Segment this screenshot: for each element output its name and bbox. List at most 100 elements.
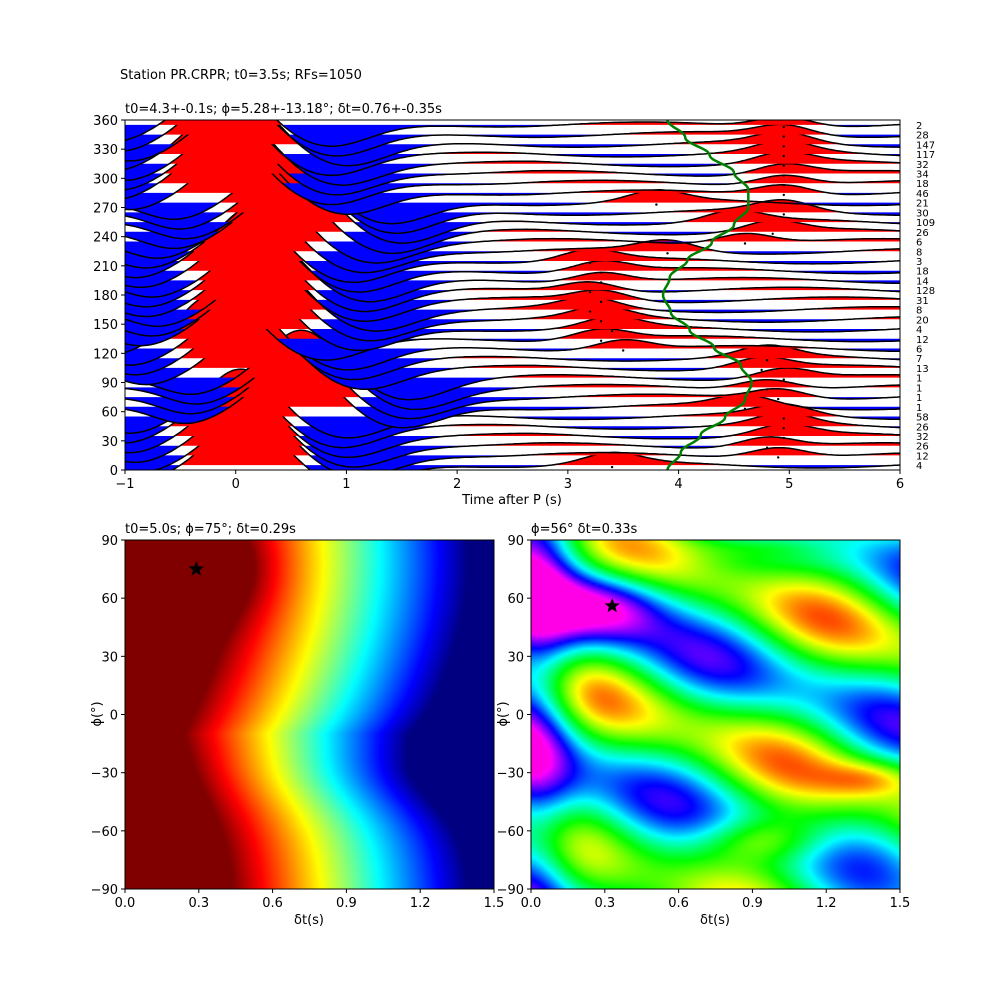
heatmap-x-tick-label: 0.9 [336,896,357,911]
gather-y-tick-label: 60 [101,406,118,421]
heatmap-x-tick-label: 0.0 [115,896,136,911]
heatmap-y-tick-label: 90 [507,534,524,549]
gather-x-tick-label: 0 [232,477,240,492]
gather-title: t0=4.3+-0.1s; ϕ=5.28+-13.18°; δt=0.76+-0… [125,102,442,117]
trace-fill-positive [125,291,900,339]
secondary-peak-marker [782,174,785,177]
heatmap-y-tick-label: −90 [497,883,524,898]
bin-count-label: 26 [916,422,929,433]
bin-count-label: 4 [916,461,922,472]
gather-y-tick-label: 30 [101,435,118,450]
gather-x-tick-label: 5 [785,477,793,492]
secondary-peak-marker [782,125,785,129]
trace-fill-positive [125,388,900,436]
secondary-peak-marker [588,310,592,313]
secondary-peak-marker [588,290,592,294]
secondary-peak-marker [610,329,614,333]
gather-x-tick-label: 6 [896,477,904,492]
heatmap-y-tick-label: −30 [91,767,118,782]
best-fit-star [604,597,620,613]
transverse-grid-xlabel: δt(s) [700,913,730,928]
trace-fill-positive [125,135,900,184]
gather-axes: 4122632265811111376124208311281418386261… [93,114,935,492]
energy-grid-axes: 0.0 0.3 0.6 0.9 1.2 1.5 90 60 30 0 −30 −60 −90 [91,534,505,911]
heatmap-y-tick-label: −60 [91,825,118,840]
gather-y-tick-label: 300 [93,172,118,187]
secondary-peak-marker [765,359,769,362]
secondary-peak-marker [599,300,603,304]
secondary-peak-marker [782,154,785,158]
bin-count-label: 2 [916,121,922,132]
trace-fill-negative [125,338,900,361]
bin-count-label: 13 [916,364,929,375]
secondary-peak-marker [782,417,785,420]
bin-count-label: 18 [916,267,929,278]
energy-grid-heatmap [125,540,494,889]
trace-fill-negative [125,260,900,283]
heatmap-y-tick-label: −60 [497,825,524,840]
secondary-peak-marker [599,339,603,342]
bin-count-label: 28 [916,131,929,142]
bin-count-label: 8 [916,247,922,258]
bin-count-label: 1 [916,374,922,385]
gather-plot [125,120,900,470]
gather-x-tick-label: −1 [115,477,134,492]
bin-count-label: 34 [916,170,929,181]
secondary-peak-marker [666,252,669,255]
trace-fill-negative [125,154,900,176]
trace-line [125,339,900,411]
bin-count-label: 1 [916,383,922,394]
gather-y-tick-label: 90 [101,377,118,392]
trace-fill-negative [125,212,900,234]
heatmap-x-tick-label: 1.2 [410,896,431,911]
heatmap-y-tick-label: −90 [91,883,118,898]
transverse-grid-axes: 0.0 0.3 0.6 0.9 1.2 1.5 90 60 30 0 −30 −60 −90 [497,534,911,911]
gather-y-tick-label: 360 [93,114,118,129]
transverse-grid-title: ϕ=56° δt=0.33s [531,522,638,537]
bin-count-label: 26 [916,442,929,453]
trace-fill-positive [125,301,900,349]
trace-fill-negative [125,465,900,470]
trace-fill-negative [125,416,900,438]
heatmap-y-tick-label: 30 [507,650,524,665]
secondary-peak-marker [765,446,769,449]
trace-fill-negative [125,329,900,351]
secondary-peak-marker [782,193,785,197]
bin-count-label: 4 [916,325,922,336]
bin-count-label: 3 [916,257,922,268]
heatmap-x-tick-label: 0.3 [188,896,209,911]
bin-count-label: 26 [916,228,929,239]
bin-count-label: 14 [916,276,929,287]
bin-count-label: 147 [916,140,935,151]
moveout-curve [661,120,753,470]
trace-355 [125,120,900,147]
bin-count-label: 21 [916,199,929,210]
secondary-peak-marker [743,242,747,245]
heatmap-x-tick-label: 0.9 [742,896,763,911]
trace-fill-negative [125,358,900,380]
gather-x-tick-label: 1 [342,477,350,492]
bin-count-label: 6 [916,238,922,249]
secondary-peak-marker [599,271,603,274]
gather-y-tick-label: 0 [110,464,118,479]
gather-y-tick-label: 180 [93,289,118,304]
bin-count-label: 32 [916,432,929,443]
gather-x-tick-label: 2 [453,477,461,492]
gather-y-tick-label: 270 [93,202,118,217]
secondary-peak-marker [771,232,774,235]
secondary-peak-marker [622,349,625,352]
heatmap-x-tick-label: 0.0 [521,896,542,911]
secondary-peak-marker [782,164,785,167]
bin-count-label: 1 [916,403,922,414]
heatmap-y-tick-label: 60 [101,592,118,607]
bin-count-label: 6 [916,345,922,356]
gather-y-tick-label: 150 [93,318,118,333]
bin-count-label: 32 [916,160,929,171]
secondary-peak-marker [599,281,603,284]
heatmap-y-tick-label: 90 [101,534,118,549]
trace-fill-positive [125,145,900,193]
bin-count-label: 20 [916,315,929,326]
secondary-peak-marker [782,145,785,148]
secondary-peak-marker [599,320,603,323]
figure-title: Station PR.CRPR; t0=3.5s; RFs=1050 [120,68,362,83]
